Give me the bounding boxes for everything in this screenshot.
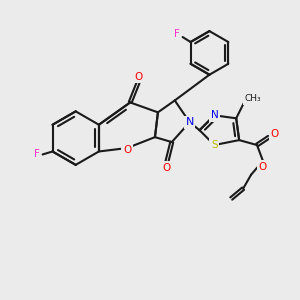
Text: O: O: [134, 72, 142, 82]
Text: O: O: [259, 162, 267, 172]
Text: F: F: [174, 29, 180, 39]
Text: N: N: [211, 110, 218, 120]
Text: O: O: [163, 163, 171, 173]
Text: O: O: [123, 145, 131, 155]
Text: N: N: [185, 117, 194, 127]
Text: F: F: [34, 149, 40, 160]
Text: O: O: [271, 129, 279, 139]
Text: CH₃: CH₃: [245, 94, 261, 103]
Text: S: S: [211, 140, 218, 150]
